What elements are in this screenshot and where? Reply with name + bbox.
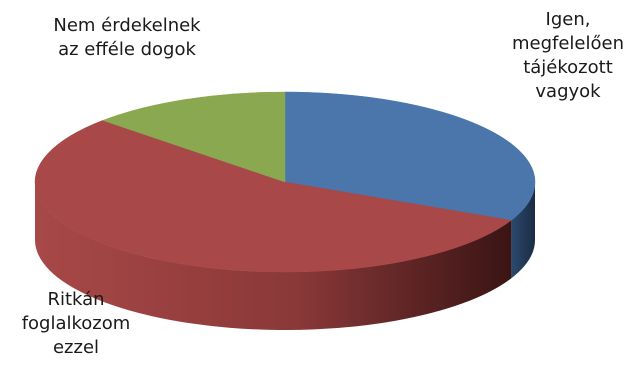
pie-slice-igen — [284, 91, 536, 221]
pie-tops — [34, 91, 536, 273]
slice-label-line: tájékozott — [523, 57, 613, 78]
slice-label-line: foglalkozom — [21, 313, 131, 334]
slice-label-line: Ritkán — [47, 289, 105, 310]
pie-slice-ritkan — [34, 120, 512, 273]
slice-label-line: megfelelően — [511, 33, 625, 54]
slice-label-nem: Nem érdekelnek az efféle dogok — [16, 14, 238, 62]
slice-label-line: ezzel — [52, 337, 100, 358]
slice-label-line: vagyok — [535, 81, 601, 102]
slice-label-line: Nem érdekelnek — [53, 15, 201, 36]
pie-side-ritkan — [35, 182, 512, 331]
slice-label-ritkan: Ritkán foglalkozom ezzel — [0, 288, 152, 360]
pie-slice-nem — [102, 91, 286, 183]
pie-side-igen — [511, 182, 536, 279]
slice-label-line: az efféle dogok — [58, 39, 196, 60]
slice-label-line: Igen, — [545, 9, 591, 30]
slice-label-igen: Igen, megfelelően tájékozott vagyok — [490, 8, 642, 104]
